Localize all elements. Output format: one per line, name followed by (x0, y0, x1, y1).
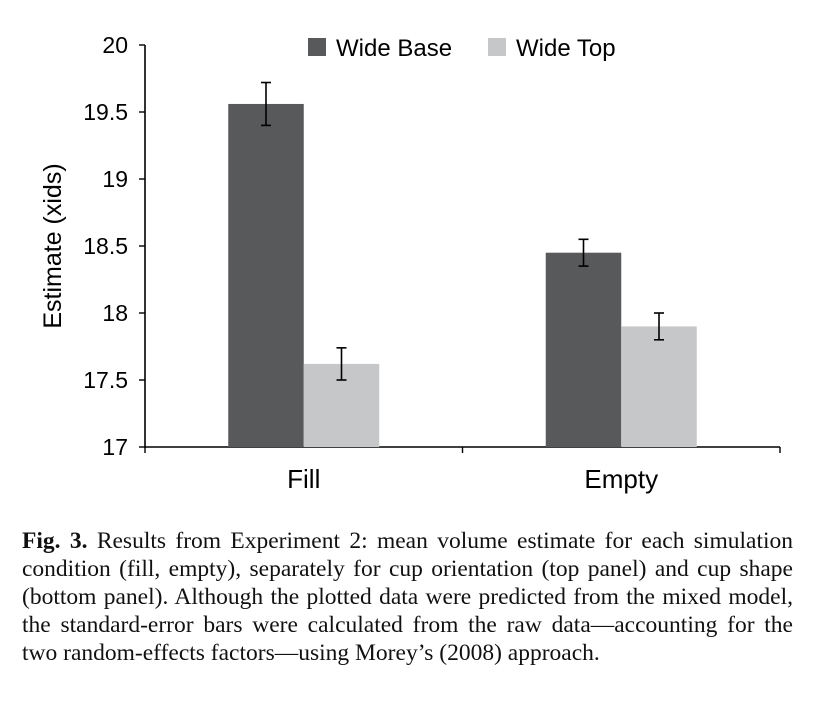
legend-swatch (308, 38, 326, 56)
bars (228, 103, 697, 448)
x-category-label: Fill (287, 464, 320, 494)
legend-label: Wide Top (516, 35, 616, 62)
y-tick-label: 17 (102, 434, 128, 460)
y-tick-label: 19 (102, 166, 128, 192)
legend: Wide Base Wide Top (308, 35, 616, 62)
figure-label: Fig. 3. (22, 528, 88, 554)
y-tick-label: 18.5 (83, 233, 128, 259)
caption-text: Results from Experiment 2: mean volume e… (22, 528, 794, 666)
y-axis-title: Estimate (xids) (39, 163, 67, 328)
error-bars (261, 81, 664, 381)
bar (621, 326, 697, 447)
legend-swatch (488, 38, 506, 56)
legend-label: Wide Base (336, 35, 452, 62)
bar-chart: 17 17.5 18 18.5 19 19.5 20 Fill Empty Wide Base… (39, 32, 781, 494)
x-axis: Fill Empty (144, 446, 781, 494)
y-tick-label: 17.5 (83, 367, 128, 393)
y-tick-label: 18 (102, 300, 128, 326)
x-category-label: Empty (584, 464, 658, 494)
y-tick-label: 20 (102, 32, 128, 58)
y-tick-label: 19.5 (83, 99, 128, 125)
figure-caption: Fig. 3. Results from Experiment 2: mean … (22, 527, 793, 667)
bar (228, 103, 304, 448)
bar (545, 252, 622, 447)
y-axis: 17 17.5 18 18.5 19 19.5 20 (83, 32, 146, 460)
